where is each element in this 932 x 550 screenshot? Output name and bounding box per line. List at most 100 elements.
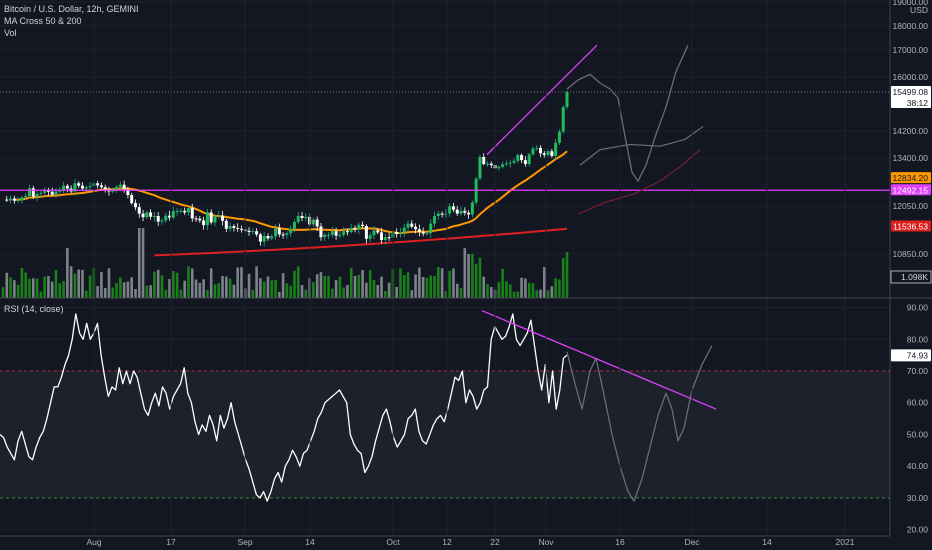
candle-body: [444, 213, 448, 215]
rsi-trendline[interactable]: [481, 310, 717, 410]
legend-vol[interactable]: Vol: [4, 28, 17, 38]
candle-body: [133, 203, 137, 208]
price-trendline[interactable]: [486, 44, 598, 156]
rsi-tick-label: 80.00: [907, 334, 929, 344]
volume-bar: [77, 269, 81, 298]
time-tick-label: Aug: [86, 537, 101, 547]
candle-body: [168, 215, 172, 218]
candle-body: [478, 156, 482, 179]
candle-body: [145, 212, 149, 218]
volume-bar: [225, 276, 228, 298]
volume-bar: [190, 268, 194, 298]
volume-bar: [175, 272, 179, 298]
candle-body: [236, 228, 240, 229]
candle-body: [429, 223, 433, 234]
price-tick-label: 10850.00: [893, 249, 929, 259]
volume-bar: [463, 248, 467, 298]
volume-bar: [39, 291, 43, 298]
candle-body: [512, 160, 516, 163]
volume-bar: [437, 266, 440, 298]
candle-body: [186, 208, 190, 213]
candles: [5, 90, 569, 247]
legend-title[interactable]: Bitcoin / U.S. Dollar, 12h, GEMINI: [4, 4, 139, 14]
candle-body: [115, 186, 119, 191]
volume-tag[interactable]: 1.098K: [890, 270, 932, 284]
volume-bar: [202, 279, 205, 298]
volume-bar: [122, 282, 126, 298]
volume-bar: [209, 268, 213, 298]
candle-body: [323, 234, 327, 238]
rsi-projection-path: [566, 345, 713, 502]
volume-bar: [134, 289, 137, 298]
volume-bar: [103, 287, 107, 298]
time-tick-label: Sep: [237, 537, 252, 547]
time-tick-label: 17: [166, 537, 176, 547]
candle-body: [376, 230, 380, 233]
volume-bar: [444, 291, 448, 298]
candle-body: [179, 210, 183, 212]
candle-body: [345, 231, 349, 233]
volume-bar: [331, 288, 334, 298]
volume-bar: [236, 267, 239, 298]
price-panel-bg: [0, 0, 890, 298]
candle-body: [383, 237, 387, 240]
volume-bar: [156, 269, 160, 298]
price-tag[interactable]: 12492.15: [891, 184, 931, 196]
volume-bar: [259, 278, 262, 298]
candle-body: [228, 226, 232, 229]
price-axis-unit: USD: [910, 5, 928, 15]
price-tag[interactable]: 12834.20: [891, 172, 931, 184]
candle-body: [99, 185, 103, 188]
candle-body: [126, 188, 130, 195]
rsi-tick-label: 30.00: [907, 493, 929, 503]
candle-body: [546, 151, 550, 155]
volume-bar: [293, 270, 296, 298]
candle-body: [50, 191, 54, 195]
candle-body: [330, 231, 334, 235]
candle-body: [12, 198, 16, 201]
candle-body: [482, 156, 486, 165]
volume-bar: [168, 279, 171, 298]
candle-body: [232, 226, 236, 228]
volume-bar: [338, 276, 342, 298]
legend-block: Bitcoin / U.S. Dollar, 12h, GEMINI MA Cr…: [4, 3, 139, 39]
volume-bar: [66, 248, 69, 298]
candle-body: [183, 210, 187, 213]
projection-path-main: [566, 44, 689, 182]
legend-ma-cross[interactable]: MA Cross 50 & 200: [4, 16, 82, 26]
volume-bar: [395, 286, 398, 298]
rsi-value-tag[interactable]: 74.93: [891, 349, 931, 362]
volume-bar: [278, 291, 281, 298]
candle-body: [209, 212, 213, 223]
candle-body: [364, 226, 368, 239]
volume-bar: [550, 286, 554, 298]
candle-body: [451, 206, 455, 210]
rsi-tick-label: 40.00: [907, 461, 929, 471]
volume-bar: [50, 281, 54, 298]
candle-body: [387, 237, 391, 239]
volume-bar: [357, 274, 361, 298]
volume-bar: [179, 289, 183, 298]
volume-bar: [471, 254, 474, 298]
candle-body: [43, 190, 47, 193]
volume-bar: [323, 275, 327, 298]
candle-body: [164, 215, 168, 221]
volume-bar: [508, 284, 512, 298]
volume-bar: [84, 290, 88, 298]
volume-bar: [474, 263, 478, 298]
candle-body: [80, 185, 84, 189]
volume-bar: [376, 285, 380, 298]
volume-bar: [554, 278, 557, 298]
candle-body: [520, 154, 524, 161]
volume-bar: [58, 283, 62, 298]
volume-bar: [349, 267, 353, 298]
volume-bar: [149, 285, 152, 298]
price-tag[interactable]: 11536.53: [891, 220, 931, 232]
volume-bar: [96, 286, 99, 298]
time-tick-label: 16: [615, 537, 625, 547]
ma200-line: [154, 227, 568, 257]
legend-rsi[interactable]: RSI (14, close): [4, 304, 64, 314]
